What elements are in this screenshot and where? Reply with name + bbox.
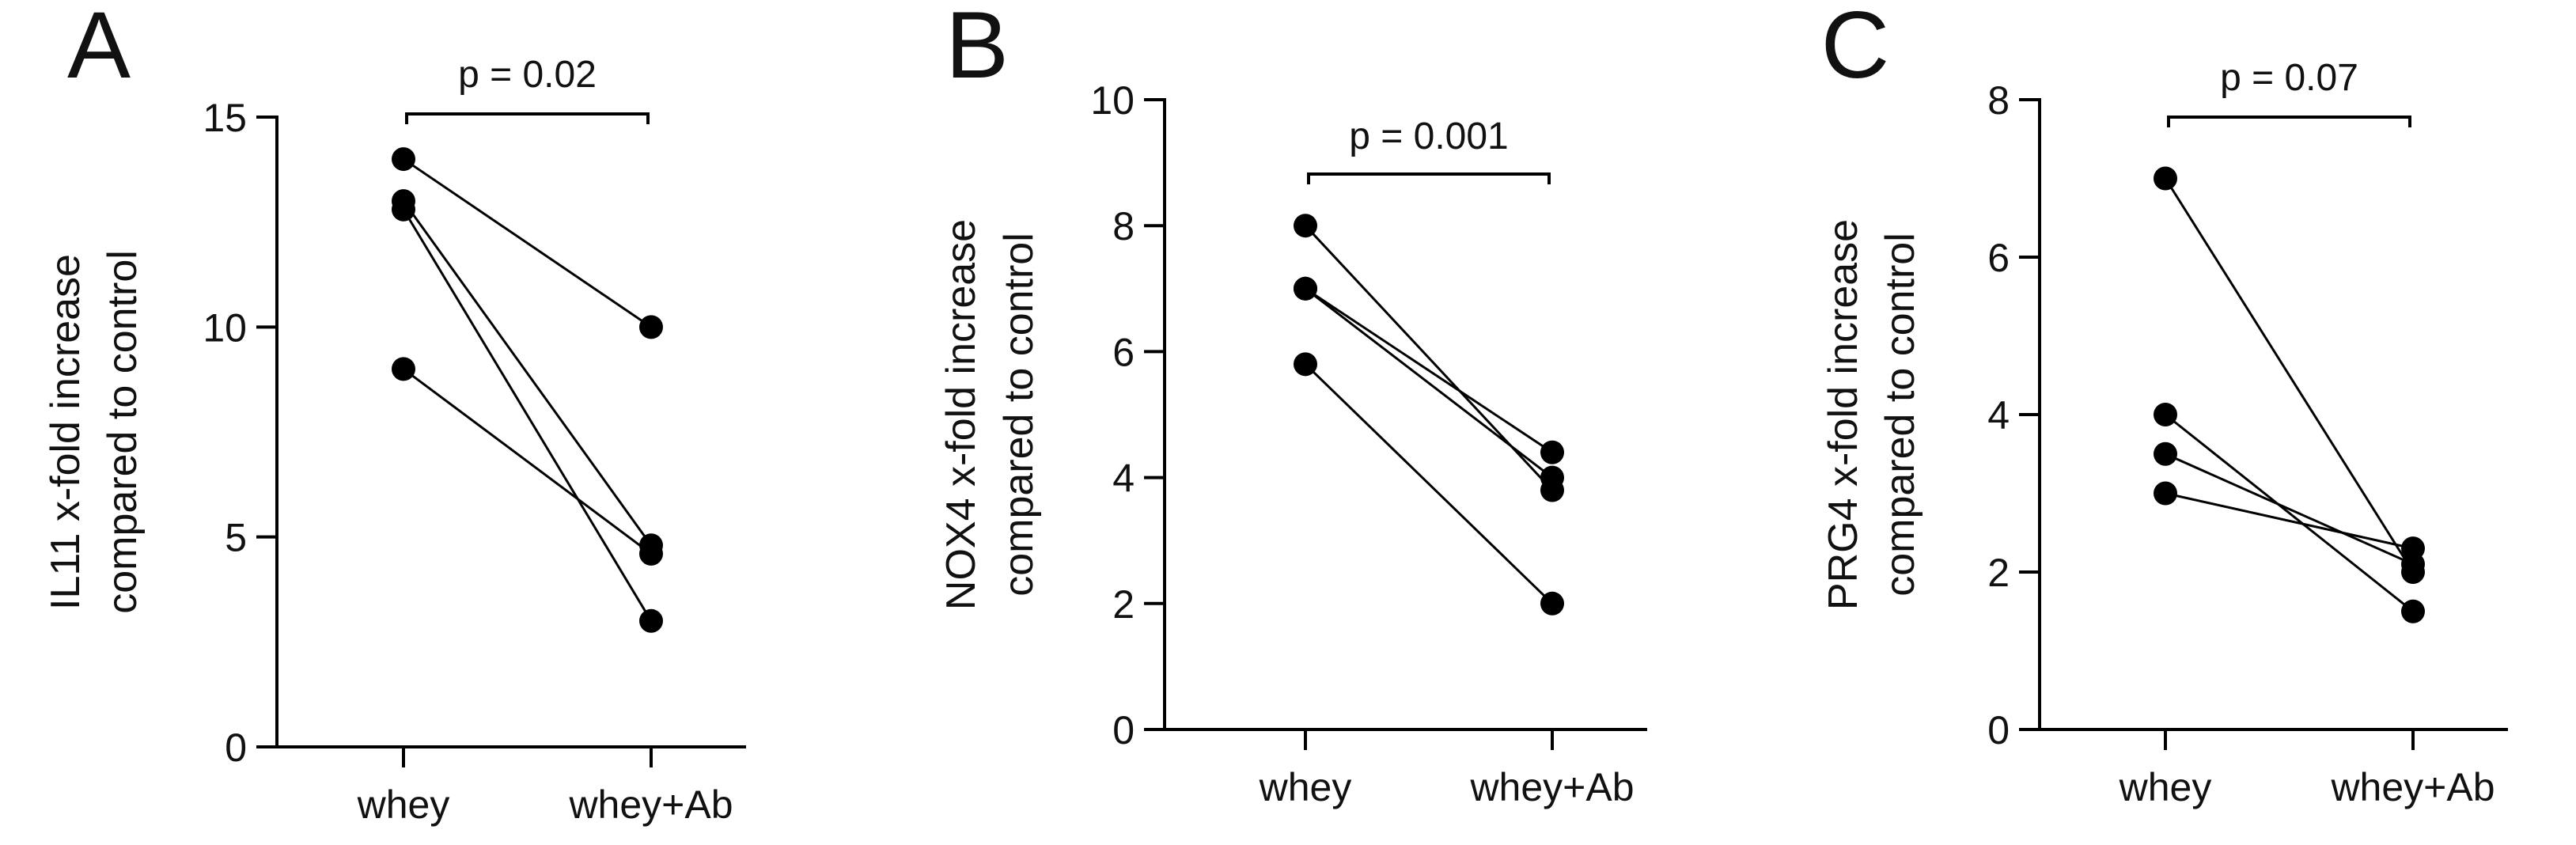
- y-tick-label: 8: [1987, 78, 2010, 123]
- x-tick-label: whey: [1259, 765, 1352, 809]
- y-axis-title: PRG4 x-fold increase: [1820, 219, 1866, 610]
- x-tick-label: whey: [357, 782, 450, 827]
- series-line: [2165, 413, 2414, 612]
- x-tick-label: whey+Ab: [1469, 765, 1634, 809]
- p-value-annotation: p = 0.07: [2220, 57, 2358, 99]
- y-tick-label: 10: [1090, 78, 1135, 123]
- data-point: [1540, 591, 1564, 616]
- panel-label: A: [67, 0, 131, 98]
- series-line: [1305, 287, 1553, 479]
- y-tick-label: 6: [1987, 236, 2010, 280]
- p-value-annotation: p = 0.02: [458, 54, 597, 96]
- series-line: [2165, 453, 2414, 566]
- data-point: [2154, 441, 2177, 466]
- significance-bracket: [1307, 172, 1551, 184]
- data-point: [1294, 214, 1317, 238]
- x-tick-label: whey+Ab: [2330, 765, 2495, 809]
- series-line: [1304, 363, 1554, 604]
- y-tick-label: 2: [1987, 551, 2010, 595]
- y-axis-title: compared to control: [996, 233, 1042, 597]
- data-point: [639, 315, 663, 339]
- x-tick-label: whey: [2119, 765, 2212, 809]
- data-point: [639, 541, 663, 566]
- data-point: [392, 357, 415, 381]
- series-line: [2164, 177, 2415, 573]
- data-point: [2401, 536, 2425, 561]
- data-point: [2154, 481, 2177, 506]
- y-axis-title: compared to control: [1877, 233, 1923, 597]
- data-point: [392, 147, 415, 172]
- significance-bracket: [405, 112, 650, 124]
- significance-bracket: [2167, 116, 2411, 127]
- y-tick-label: 0: [1112, 708, 1135, 752]
- data-point: [1540, 440, 1564, 464]
- y-axis-title: NOX4 x-fold increase: [938, 219, 984, 610]
- y-tick-label: 5: [225, 516, 247, 560]
- series-line: [402, 200, 653, 547]
- data-point: [392, 197, 415, 222]
- series-line: [403, 368, 652, 555]
- y-tick-label: 2: [1112, 582, 1135, 627]
- y-axis-title: compared to control: [100, 250, 146, 614]
- p-value-annotation: p = 0.001: [1349, 116, 1509, 157]
- y-tick-label: 15: [203, 96, 247, 140]
- data-point: [2154, 166, 2177, 191]
- y-tick-label: 4: [1112, 457, 1135, 501]
- y-tick-label: 10: [203, 305, 247, 350]
- y-tick-label: 0: [225, 726, 247, 770]
- y-tick-label: 0: [1987, 708, 2010, 752]
- series-line: [403, 157, 652, 328]
- panel-label: C: [1821, 0, 1890, 98]
- y-tick-label: 8: [1112, 204, 1135, 248]
- series-line: [402, 208, 653, 622]
- data-point: [1540, 465, 1564, 490]
- y-axis-title: IL11 x-fold increase: [43, 254, 89, 610]
- x-tick-label: whey+Ab: [568, 782, 733, 827]
- y-tick-label: 4: [1987, 393, 2010, 438]
- data-point: [1294, 352, 1317, 377]
- data-point: [639, 608, 663, 633]
- data-point: [2401, 599, 2425, 623]
- data-point: [2154, 403, 2177, 426]
- series-line: [1305, 287, 1553, 454]
- y-tick-label: 6: [1112, 330, 1135, 374]
- data-point: [1294, 276, 1317, 301]
- panel-label: B: [945, 0, 1009, 98]
- series-line: [2165, 492, 2414, 550]
